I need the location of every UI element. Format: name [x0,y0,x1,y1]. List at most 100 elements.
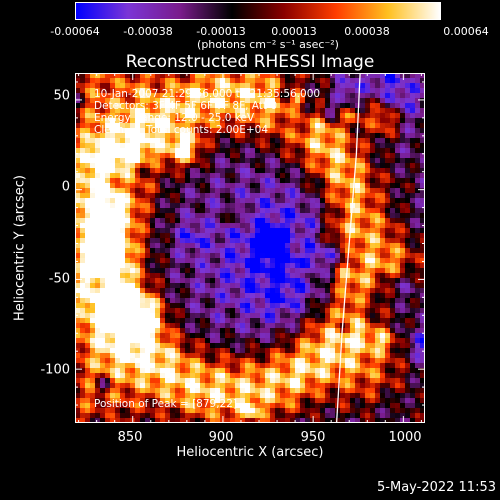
heatmap-cell [320,188,326,194]
heatmap-cell [300,408,306,414]
heatmap-cell [80,253,86,259]
heatmap-cell [355,108,361,114]
heatmap-cell [295,178,301,184]
heatmap-cell [200,118,206,124]
heatmap-cell [85,358,91,364]
heatmap-cell [270,348,276,354]
heatmap-cell [160,208,166,214]
heatmap-cell [370,108,376,114]
heatmap-cell [300,418,306,423]
heatmap-cell [375,333,381,339]
heatmap-cell [225,163,231,169]
heatmap-cell [265,153,271,159]
heatmap-cell [395,153,401,159]
heatmap-cell [240,353,246,359]
heatmap-cell [315,303,321,309]
heatmap-cell [255,358,261,364]
heatmap-cell [130,298,136,304]
heatmap-cell [325,238,331,244]
heatmap-cell [180,143,186,149]
heatmap-cell [295,163,301,169]
heatmap-cell [175,143,181,149]
heatmap-cell [150,73,156,79]
heatmap-cell [305,308,311,314]
heatmap-cell [280,273,286,279]
heatmap-cell [220,258,226,264]
heatmap-cell [245,233,251,239]
heatmap-cell [300,98,306,104]
heatmap-cell [255,178,261,184]
heatmap-cell [150,313,156,319]
heatmap-cell [365,263,371,269]
heatmap-cell [290,253,296,259]
heatmap-cell [145,218,151,224]
heatmap-cell [350,403,356,409]
heatmap-cell [320,293,326,299]
heatmap-cell [325,218,331,224]
heatmap-cell [235,73,241,79]
heatmap-cell [185,158,191,164]
heatmap-cell [135,143,141,149]
heatmap-cell [405,153,411,159]
heatmap-cell [210,103,216,109]
heatmap-cell [270,253,276,259]
heatmap-cell [75,373,81,379]
heatmap-cell [75,403,81,409]
heatmap-cell [215,343,221,349]
heatmap-cell [235,333,241,339]
heatmap-cell [245,88,251,94]
heatmap-cell [130,378,136,384]
heatmap-cell [285,248,291,254]
heatmap-cell [345,408,351,414]
heatmap-cell [250,198,256,204]
heatmap-cell [305,178,311,184]
heatmap-cell [165,138,171,144]
heatmap-cell [205,83,211,89]
heatmap-cell [250,78,256,84]
heatmap-cell [80,418,86,423]
heatmap-cell [180,248,186,254]
heatmap-cell [275,418,281,423]
heatmap-cell [340,108,346,114]
heatmap-cell [75,393,81,399]
heatmap-cell [355,398,361,404]
heatmap-cell [85,108,91,114]
heatmap-cell [205,133,211,139]
heatmap-cell [125,373,131,379]
heatmap-cell [255,198,261,204]
heatmap-cell [280,208,286,214]
heatmap-cell [75,333,81,339]
heatmap-cell [340,403,346,409]
heatmap-cell [165,188,171,194]
heatmap-cell [230,353,236,359]
heatmap-cell [75,308,81,314]
heatmap-cell [115,293,121,299]
heatmap-cell [390,108,396,114]
heatmap-cell [320,333,326,339]
heatmap-cell [415,93,421,99]
heatmap-cell [260,93,266,99]
heatmap-cell [330,288,336,294]
heatmap-cell [270,83,276,89]
heatmap-cell [385,278,391,284]
heatmap-cell [405,143,411,149]
heatmap-cell [265,163,271,169]
heatmap-cell [105,403,111,409]
heatmap-cell [295,248,301,254]
heatmap-cell [230,328,236,334]
heatmap-cell [340,398,346,404]
heatmap-cell [315,203,321,209]
heatmap-cell [190,348,196,354]
heatmap-cell [170,398,176,404]
heatmap-cell [225,223,231,229]
heatmap-cell [395,413,401,419]
heatmap-cell [105,243,111,249]
heatmap-cell [315,73,321,79]
heatmap-cell [260,78,266,84]
heatmap-cell [195,398,201,404]
heatmap-cell [175,353,181,359]
heatmap-cell [355,93,361,99]
heatmap-cell [95,123,101,129]
heatmap-cell [420,348,425,354]
heatmap-cell [375,418,381,423]
